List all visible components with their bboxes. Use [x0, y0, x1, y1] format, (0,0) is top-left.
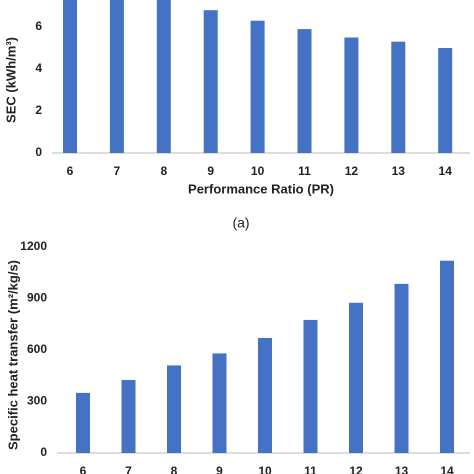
x-tick-label: 8	[171, 464, 178, 474]
bar	[121, 380, 136, 453]
bar	[167, 365, 181, 453]
x-tick-label: 14	[439, 164, 453, 178]
bar	[63, 0, 77, 153]
x-tick-label: 7	[125, 464, 132, 474]
y-tick-label: 0	[40, 445, 47, 459]
x-tick-label: 7	[114, 164, 121, 178]
bar	[303, 319, 318, 453]
x-tick-label: 14	[440, 464, 454, 474]
x-tick-label: 6	[67, 164, 74, 178]
bar	[440, 260, 454, 453]
x-tick-label: 13	[392, 164, 406, 178]
y-tick-label: 2	[35, 103, 42, 117]
x-tick-label: 11	[304, 464, 317, 474]
x-tick-label: 12	[345, 164, 359, 178]
x-tick-label: 9	[216, 464, 223, 474]
caption: (a)	[232, 215, 249, 231]
bar	[349, 302, 363, 453]
bar	[250, 20, 265, 154]
y-tick-label: 1200	[20, 239, 47, 253]
bar	[391, 41, 406, 154]
y-tick-label: 600	[27, 342, 47, 356]
bar	[258, 337, 272, 453]
x-tick-label: 10	[258, 464, 272, 474]
bar	[203, 10, 218, 154]
bar	[156, 0, 171, 154]
bar	[297, 29, 312, 154]
x-tick-label: 12	[349, 464, 363, 474]
y-tick-label: 4	[35, 61, 42, 75]
x-tick-label: 8	[160, 164, 167, 178]
x-tick-label: 11	[298, 164, 311, 178]
y-axis-title: SEC (kWh/m³)	[3, 37, 18, 123]
y-tick-label: 6	[35, 19, 42, 33]
x-tick-label: 9	[207, 164, 214, 178]
x-tick-label: 13	[395, 464, 409, 474]
y-tick-label: 900	[27, 291, 47, 305]
bar	[212, 353, 227, 453]
bar	[394, 283, 409, 453]
bar	[344, 37, 359, 153]
y-axis-title: Specific heat transfer (m²/kg/s)	[5, 260, 20, 450]
x-tick-label: 10	[251, 164, 265, 178]
y-tick-label: 300	[27, 394, 47, 408]
x-tick-label: 6	[80, 464, 87, 474]
bar	[109, 0, 124, 153]
y-tick-label: 0	[35, 145, 42, 159]
bar	[76, 392, 90, 453]
bar	[438, 48, 453, 153]
x-axis-title: Performance Ratio (PR)	[188, 181, 334, 196]
